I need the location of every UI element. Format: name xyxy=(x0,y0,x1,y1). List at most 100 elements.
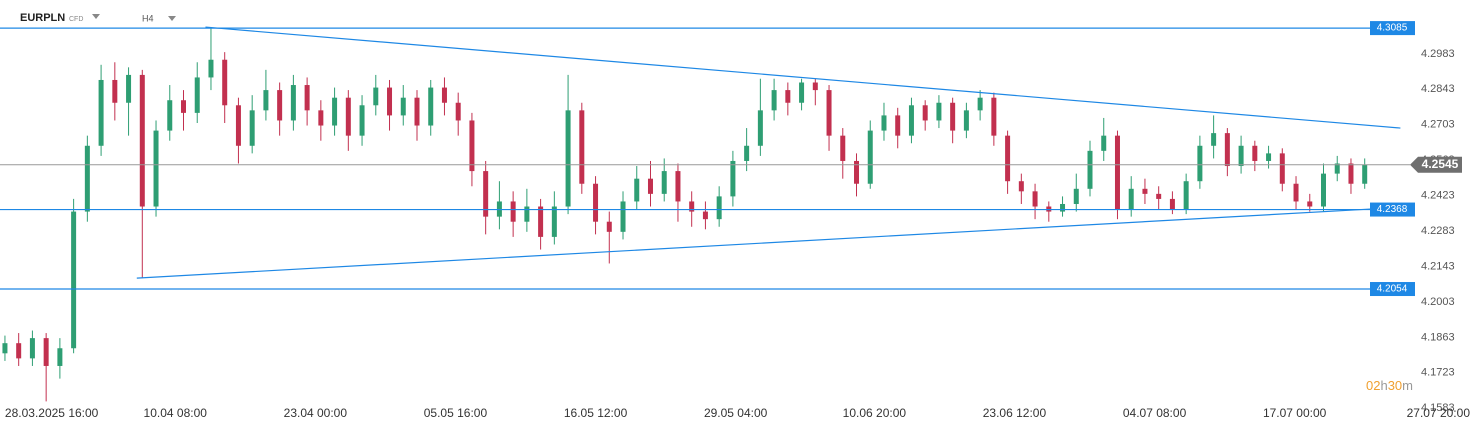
trend-line xyxy=(205,26,1401,129)
candle-body xyxy=(538,206,544,237)
candle-body xyxy=(428,87,434,126)
candle-body xyxy=(1142,188,1148,194)
candle-body xyxy=(867,130,873,184)
y-tick-label: 4.2423 xyxy=(1421,190,1455,202)
last-price-box xyxy=(1410,156,1462,173)
candle-body xyxy=(675,171,681,202)
candle-body xyxy=(277,90,283,121)
y-tick-label: 4.1723 xyxy=(1421,367,1455,379)
candle-body xyxy=(332,97,338,126)
candle-body xyxy=(318,110,324,126)
x-tick-label: 29.05 04:00 xyxy=(704,406,768,420)
candle-body xyxy=(180,100,186,113)
x-tick-label: 10.06 20:00 xyxy=(843,406,907,420)
candle-body xyxy=(222,59,228,106)
candle-body xyxy=(1307,201,1313,207)
candle-body xyxy=(235,105,241,146)
candle-body xyxy=(153,130,159,207)
candle-body xyxy=(194,77,200,113)
candle-body xyxy=(1087,150,1093,189)
candle-body xyxy=(730,160,736,197)
candle-body xyxy=(771,90,777,111)
y-tick-label: 4.2143 xyxy=(1421,260,1455,272)
candle-body xyxy=(98,79,104,146)
candle-body xyxy=(551,206,557,237)
candle-body xyxy=(167,100,173,131)
candle-body xyxy=(290,85,296,121)
candle-body xyxy=(510,201,516,222)
candle-body xyxy=(1018,181,1024,192)
interval-dropdown[interactable] xyxy=(168,16,176,21)
candle-body xyxy=(1211,133,1217,146)
candle-body xyxy=(71,211,77,349)
candle-body xyxy=(634,178,640,202)
candle-body xyxy=(620,201,626,232)
candle-body xyxy=(689,201,695,212)
candle-body xyxy=(345,97,351,136)
candle-body xyxy=(1005,135,1011,182)
candle-body xyxy=(1156,193,1162,199)
interval: H4 xyxy=(142,13,154,23)
candle-body xyxy=(1334,163,1340,174)
y-tick-label: 4.2703 xyxy=(1421,119,1455,131)
x-tick-label: 04.07 08:00 xyxy=(1123,406,1187,420)
last-price-label: 4.2545 xyxy=(1422,157,1459,171)
candle-body xyxy=(895,115,901,136)
candle-body xyxy=(812,82,818,91)
x-tick-label: 23.06 12:00 xyxy=(983,406,1047,420)
candle-body xyxy=(400,97,406,116)
candle-body xyxy=(922,105,928,121)
candle-body xyxy=(716,196,722,220)
y-tick-label: 4.1863 xyxy=(1421,331,1455,343)
candle-body xyxy=(1238,145,1244,167)
candle-body xyxy=(744,145,750,161)
y-tick-label: 4.2983 xyxy=(1421,48,1455,60)
candle-body xyxy=(593,183,599,222)
candle-body xyxy=(1197,145,1203,182)
y-tick-label: 4.2843 xyxy=(1421,83,1455,95)
candle-body xyxy=(139,74,145,207)
trend-line xyxy=(136,208,1371,279)
candle-body xyxy=(387,87,393,116)
candle-body xyxy=(936,102,942,121)
candle-body xyxy=(29,338,35,359)
symbol-dropdown[interactable] xyxy=(92,14,100,19)
x-tick-label: 28.03.2025 16:00 xyxy=(5,406,99,420)
candle-body xyxy=(963,110,969,131)
x-tick-label: 17.07 00:00 xyxy=(1263,406,1327,420)
candle-body xyxy=(373,87,379,106)
candle-body xyxy=(1073,188,1079,204)
candle-body xyxy=(16,343,22,359)
y-tick-label: 4.2283 xyxy=(1421,225,1455,237)
candle-body xyxy=(1183,181,1189,210)
candle-body xyxy=(1060,203,1066,212)
candle-body xyxy=(414,97,420,126)
countdown-part: 02 xyxy=(1366,378,1380,393)
candle-body xyxy=(977,97,983,111)
candle-body xyxy=(647,178,653,194)
level-label-box xyxy=(1370,21,1415,36)
candle-body xyxy=(702,211,708,220)
candle-body xyxy=(661,171,667,194)
candle-body xyxy=(1293,183,1299,202)
candle-body xyxy=(1320,173,1326,207)
candle-body xyxy=(304,85,310,111)
countdown-part: m xyxy=(1402,378,1413,393)
x-tick-label: 23.04 00:00 xyxy=(284,406,348,420)
candle-body xyxy=(1348,163,1354,184)
candle-body xyxy=(854,160,860,184)
candle-body xyxy=(1224,133,1230,167)
level-label: 4.2054 xyxy=(1377,284,1408,295)
candle-body xyxy=(991,97,997,136)
candle-body xyxy=(359,105,365,136)
candle-body xyxy=(840,135,846,161)
instrument-type: CFD xyxy=(69,16,83,23)
candle-body xyxy=(950,102,956,131)
candle-body xyxy=(1101,135,1107,151)
candle-body xyxy=(785,90,791,103)
x-tick-label: 05.05 16:00 xyxy=(424,406,488,420)
y-tick-label: 4.2003 xyxy=(1421,296,1455,308)
level-label: 4.3085 xyxy=(1377,23,1408,34)
candle-body xyxy=(263,90,269,111)
